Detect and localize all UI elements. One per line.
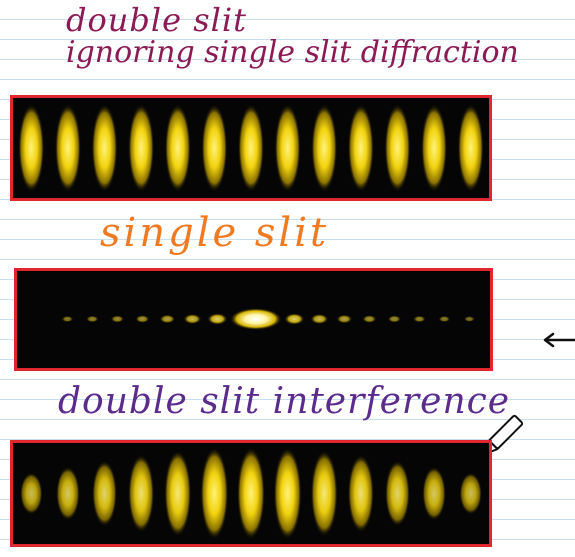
- fringe: [201, 104, 228, 192]
- fringe: [347, 104, 374, 192]
- left-arrow-icon: [543, 332, 575, 348]
- fringe: [463, 316, 475, 322]
- fringe: [347, 454, 374, 533]
- fringe: [273, 447, 302, 540]
- fringe: [238, 104, 264, 192]
- fringe: [200, 447, 229, 540]
- fringe: [362, 315, 377, 323]
- fringe: [422, 466, 446, 521]
- single-slit-svg: [61, 308, 475, 330]
- handwritten-label-interference: double slit interference: [58, 381, 511, 422]
- fringe: [85, 315, 99, 323]
- fringe: [164, 450, 192, 537]
- fringe: [183, 313, 202, 325]
- fringe: [56, 466, 80, 521]
- double-slit-ideal-svg: [18, 104, 484, 192]
- fringe: [206, 313, 228, 325]
- fringe: [421, 104, 448, 192]
- fringe: [310, 450, 338, 537]
- fringe: [159, 314, 176, 324]
- fringe: [128, 454, 155, 533]
- fringe: [311, 104, 338, 192]
- fringe: [283, 313, 305, 325]
- fringe: [387, 315, 402, 323]
- fringe: [459, 472, 482, 515]
- fringe: [412, 315, 426, 323]
- fringe: [336, 314, 353, 324]
- double-slit-ideal-pattern: [10, 95, 492, 201]
- fringe: [457, 104, 484, 192]
- fringe: [91, 104, 118, 192]
- handwritten-label-double-slit: double slit: [66, 1, 247, 39]
- single-slit-pattern: [14, 268, 493, 371]
- double-slit-interference-svg: [20, 447, 482, 540]
- fringe: [274, 104, 301, 192]
- fringe: [164, 104, 191, 192]
- fringe: [310, 313, 329, 325]
- fringe: [128, 104, 155, 192]
- fringe: [18, 104, 45, 192]
- fringe: [135, 315, 150, 323]
- fringe: [54, 104, 81, 192]
- fringe: [438, 315, 451, 323]
- double-slit-interference-pattern: [10, 440, 492, 547]
- handwritten-label-ignoring: ignoring single slit diffraction: [66, 35, 519, 70]
- fringe: [61, 315, 74, 323]
- fringe: [20, 472, 43, 515]
- fringe: [384, 460, 410, 527]
- fringe: [237, 447, 265, 540]
- fringe: [384, 104, 411, 192]
- fringe: [229, 308, 282, 330]
- fringe: [110, 315, 125, 323]
- fringe: [92, 460, 118, 527]
- handwritten-label-single-slit: single slit: [100, 210, 330, 256]
